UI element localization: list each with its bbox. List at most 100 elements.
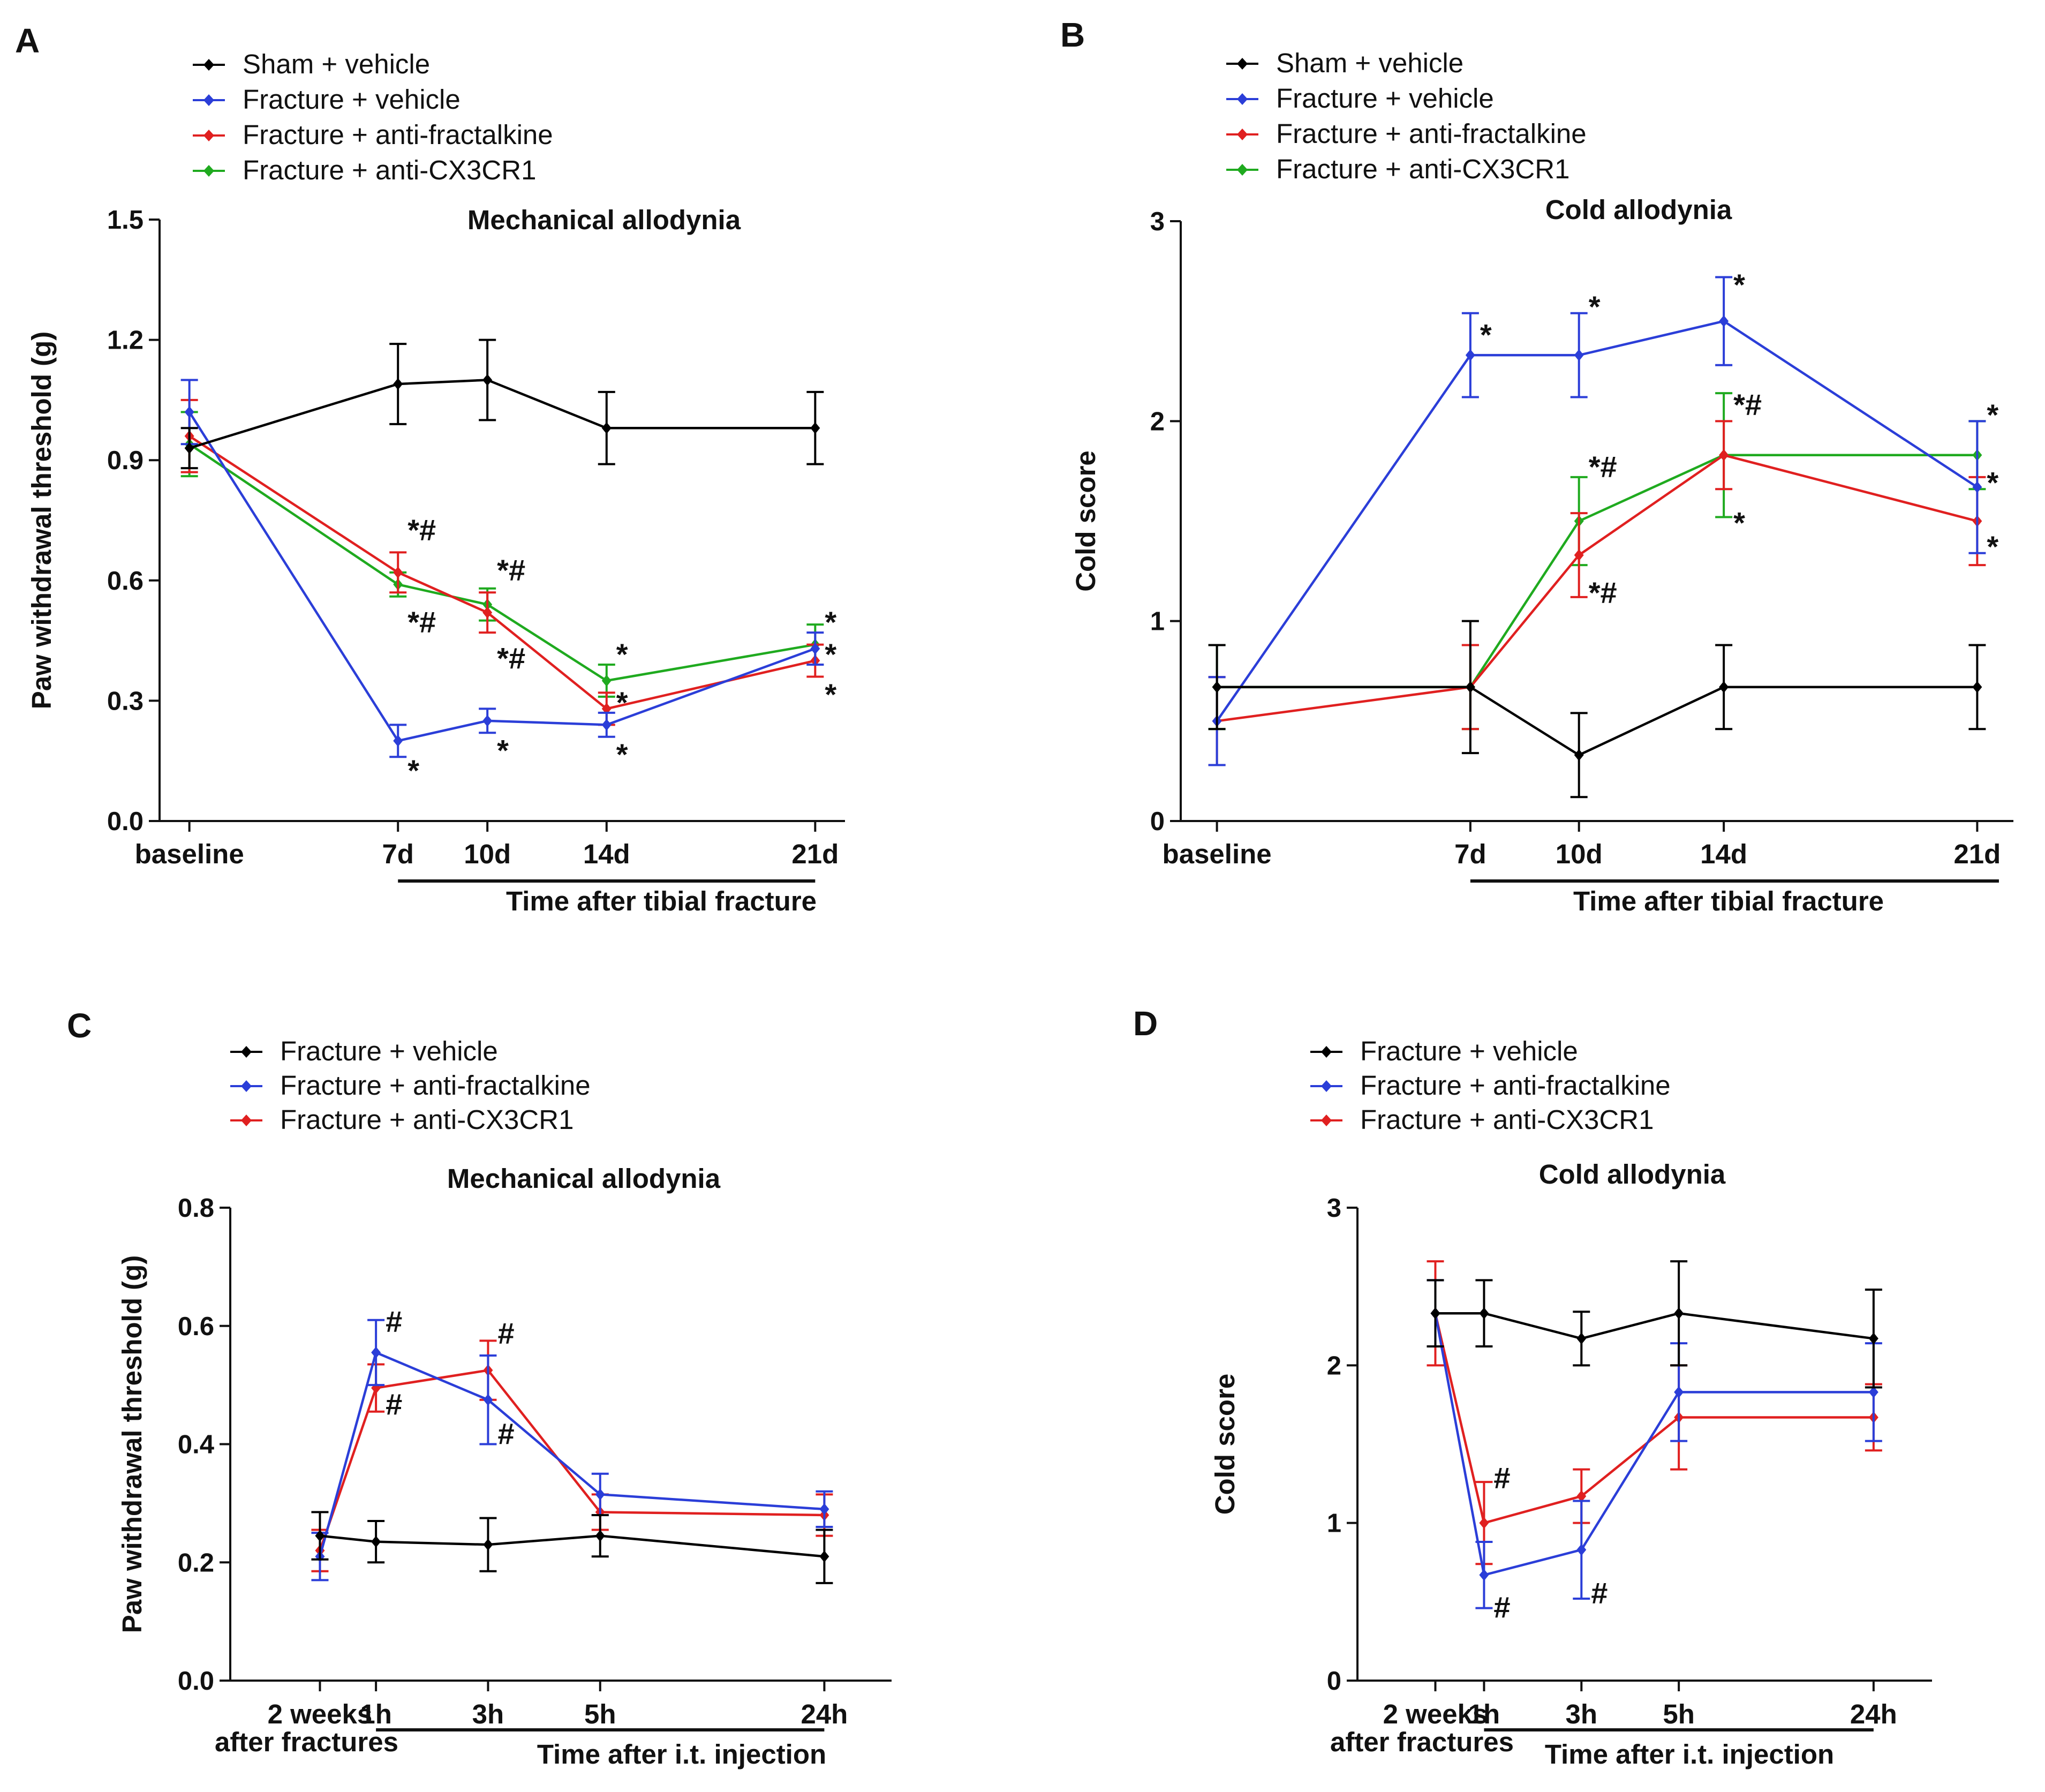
significance-marker: * bbox=[825, 677, 836, 711]
legend: Fracture + vehicle Fracture + anti-fracta… bbox=[1310, 1036, 1671, 1135]
data-point bbox=[393, 735, 403, 747]
chart-title: Cold allodynia bbox=[1539, 1159, 1726, 1189]
x-tick-label: baseline bbox=[135, 839, 244, 869]
x-axis-label: Time after i.t. injection bbox=[1545, 1739, 1834, 1770]
y-axis-label: Cold score bbox=[1210, 1374, 1240, 1515]
significance-marker: * bbox=[825, 605, 836, 639]
significance-marker: *# bbox=[408, 513, 436, 547]
x-tick-label: 21d bbox=[1953, 839, 2001, 869]
data-point bbox=[371, 1535, 381, 1548]
data-point bbox=[483, 1539, 493, 1551]
series-line bbox=[188, 379, 816, 449]
y-tick-label: 0 bbox=[1327, 1667, 1341, 1696]
y-tick-label: 0.8 bbox=[178, 1194, 214, 1223]
data-point bbox=[393, 566, 403, 578]
x-tick-label: 5h bbox=[1663, 1699, 1695, 1729]
chart-title: Mechanical allodynia bbox=[447, 1163, 721, 1194]
data-point bbox=[1430, 1307, 1440, 1320]
series-1 bbox=[1208, 276, 1986, 766]
legend-swatch-marker bbox=[1321, 1115, 1332, 1126]
data-point bbox=[184, 406, 194, 418]
y-tick-label: 0.4 bbox=[178, 1430, 214, 1459]
significance-marker: # bbox=[386, 1305, 402, 1338]
x-tick-label: 2 weeks bbox=[268, 1699, 373, 1729]
data-point bbox=[810, 643, 820, 655]
x-axis-label: Time after tibial fracture bbox=[1573, 886, 1884, 916]
y-tick-label: 2 bbox=[1327, 1351, 1341, 1380]
data-point bbox=[1465, 349, 1475, 362]
legend-entry: Fracture + anti-CX3CR1 bbox=[280, 1104, 573, 1135]
data-point bbox=[1972, 481, 1982, 493]
data-point bbox=[1479, 1569, 1489, 1581]
y-tick-label: 0.6 bbox=[107, 567, 144, 596]
y-tick-label: 3 bbox=[1327, 1194, 1341, 1223]
x-tick-label: 3h bbox=[1566, 1699, 1598, 1729]
legend-swatch-marker bbox=[1321, 1080, 1332, 1092]
data-point bbox=[601, 674, 612, 687]
panel-d: D Fracture + vehicle Fracture + anti-fract… bbox=[1133, 1004, 1932, 1770]
data-point bbox=[1576, 1543, 1587, 1556]
significance-marker: *# bbox=[408, 605, 436, 639]
significance-marker: *# bbox=[497, 553, 525, 587]
data-point bbox=[810, 422, 820, 434]
y-tick-label: 0.0 bbox=[178, 1667, 214, 1696]
series-line bbox=[1216, 320, 1978, 722]
legend-swatch-marker bbox=[241, 1080, 252, 1092]
legend-entry: Fracture + vehicle bbox=[1276, 83, 1494, 114]
legend-entry: Fracture + anti-fractalkine bbox=[243, 119, 553, 150]
series-line bbox=[319, 1351, 825, 1557]
data-point bbox=[482, 374, 493, 386]
x-tick-label: 7d bbox=[382, 839, 414, 869]
significance-marker: * bbox=[408, 754, 419, 787]
significance-marker: # bbox=[1591, 1576, 1608, 1610]
data-point bbox=[1574, 549, 1584, 561]
panel-letter: A bbox=[15, 21, 40, 60]
legend-swatch-marker bbox=[1237, 93, 1248, 105]
data-point bbox=[595, 1530, 605, 1542]
data-point bbox=[393, 378, 403, 390]
series-2 bbox=[1427, 1260, 1882, 1565]
significance-marker: * bbox=[1589, 290, 1601, 323]
significance-marker: * bbox=[1733, 506, 1745, 539]
data-point bbox=[601, 719, 612, 731]
series-line bbox=[1435, 1312, 1874, 1340]
data-point bbox=[483, 1394, 493, 1406]
significance-marker: * bbox=[825, 637, 836, 671]
chart-title: Cold allodynia bbox=[1545, 194, 1732, 225]
panel-letter: D bbox=[1133, 1004, 1158, 1043]
y-tick-label: 2 bbox=[1150, 407, 1165, 436]
y-tick-label: 1.5 bbox=[107, 206, 144, 235]
y-tick-label: 0.0 bbox=[107, 807, 144, 836]
series-0 bbox=[1208, 620, 1986, 799]
data-point bbox=[1972, 681, 1982, 693]
x-axis-label: Time after i.t. injection bbox=[537, 1739, 826, 1770]
significance-marker: * bbox=[497, 734, 509, 767]
series-line bbox=[1217, 686, 1978, 757]
significance-marker: *# bbox=[1589, 450, 1617, 484]
significance-marker: * bbox=[1987, 466, 1998, 500]
data-point bbox=[1719, 315, 1729, 327]
legend: Sham + vehicle Fracture + vehicle Fracture… bbox=[1226, 48, 1587, 184]
significance-marker: * bbox=[1733, 268, 1745, 302]
x-tick-label: 24h bbox=[1850, 1699, 1897, 1729]
legend: Fracture + vehicle Fracture + anti-fracta… bbox=[230, 1036, 591, 1135]
data-point bbox=[1576, 1332, 1587, 1345]
series-0 bbox=[180, 338, 824, 470]
legend-swatch-marker bbox=[1237, 58, 1248, 70]
data-point bbox=[482, 714, 493, 727]
y-tick-label: 1 bbox=[1327, 1509, 1341, 1538]
significance-marker: * bbox=[1987, 530, 1998, 563]
series-1 bbox=[1427, 1279, 1882, 1609]
significance-marker: # bbox=[1493, 1590, 1510, 1624]
legend-swatch-marker bbox=[203, 130, 214, 141]
y-tick-label: 0.2 bbox=[178, 1548, 214, 1577]
x-tick-label: 3h bbox=[472, 1699, 504, 1729]
y-tick-label: 1 bbox=[1150, 607, 1165, 636]
significance-marker: * bbox=[616, 686, 628, 719]
legend-entry: Fracture + vehicle bbox=[1360, 1036, 1578, 1066]
data-point bbox=[1212, 681, 1222, 693]
x-tick-label: 5h bbox=[584, 1699, 616, 1729]
legend-swatch-marker bbox=[203, 94, 214, 106]
y-axis-label: Cold score bbox=[1070, 450, 1101, 592]
